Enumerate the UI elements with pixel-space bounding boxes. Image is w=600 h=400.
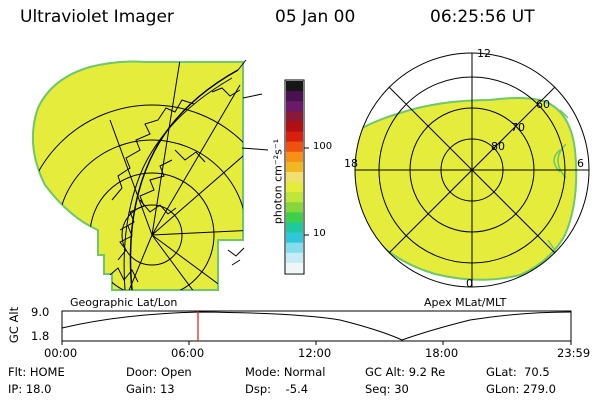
altitude-xtick-1800: 18:00 (425, 346, 459, 360)
info-glat: GLat: 70.5 (486, 365, 550, 379)
info-door: Door: Open (126, 365, 192, 379)
colorbar-band (286, 232, 303, 244)
info-dsp: Dsp: -5.4 (245, 382, 309, 396)
colorbar-tick-10: 10 (313, 228, 326, 239)
date-label: 05 Jan 00 (275, 7, 356, 27)
colorbar-band (286, 141, 303, 153)
mlt-label-6: 6 (577, 157, 584, 170)
colorbar-tick-100: 100 (313, 141, 333, 152)
mlt-label-18: 18 (344, 157, 358, 170)
altitude-plot (61, 310, 572, 345)
altitude-xtick-1200: 12:00 (298, 346, 332, 360)
info-flt: Flt: HOME (8, 365, 65, 379)
colorbar-band (286, 242, 303, 254)
mlat-label-60: 60 (536, 98, 550, 111)
mlat-label-80: 80 (491, 140, 505, 153)
colorbar-band (286, 222, 303, 234)
colorbar-band (286, 81, 303, 92)
color-scale (284, 79, 309, 275)
colorbar-unit-label: photon cm⁻²s⁻¹ (271, 138, 285, 225)
colorbar-band (286, 161, 303, 173)
colorbar-band (286, 192, 303, 203)
info-mode: Mode: Normal (245, 365, 326, 379)
info-ip: IP: 18.0 (8, 382, 52, 396)
info-seq: Seq: 30 (365, 382, 409, 396)
colorbar-band (286, 91, 303, 102)
altitude-ylabel: GC Alt (7, 306, 21, 344)
colorbar-band (286, 101, 303, 112)
info-gc-alt: GC Alt: 9.2 Re (365, 365, 446, 379)
colorbar-band (286, 171, 303, 183)
colorbar-band (286, 212, 303, 224)
polar-plot (354, 52, 590, 288)
altitude-ytick-9: 9.0 (31, 305, 50, 319)
altitude-xtick-0000: 00:00 (44, 346, 78, 360)
colorbar-band (286, 262, 303, 274)
instrument-title: Ultraviolet Imager (20, 7, 174, 27)
colorbar-band (286, 111, 303, 123)
mlt-label-0: 0 (466, 277, 473, 290)
colorbar-band (286, 131, 303, 143)
info-gain: Gain: 13 (126, 382, 175, 396)
mlt-label-12: 12 (477, 47, 491, 60)
colorbar-band (286, 182, 303, 193)
right-panel-caption: Apex MLat/MLT (424, 296, 507, 309)
altitude-xtick-2359: 23:59 (557, 346, 591, 360)
time-label: 06:25:56 UT (430, 7, 535, 27)
altitude-xtick-0600: 06:00 (171, 346, 205, 360)
left-panel-caption: Geographic Lat/Lon (70, 296, 178, 309)
colorbar-band (286, 252, 303, 264)
info-glon: GLon: 279.0 (486, 382, 556, 396)
geographic-image (31, 59, 269, 291)
mlat-label-70: 70 (511, 121, 525, 134)
colorbar-band (286, 202, 303, 213)
colorbar-band (286, 151, 303, 163)
altitude-ytick-1-8: 1.8 (31, 329, 50, 343)
colorbar-band (286, 121, 303, 133)
